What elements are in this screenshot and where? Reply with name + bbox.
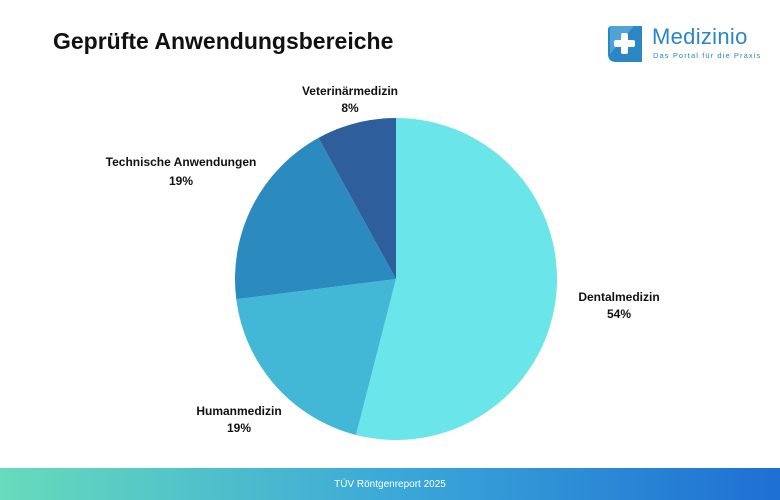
pie-slice-technische-anwendungen <box>234 137 396 300</box>
pie-slice-veterinaermedizin <box>318 118 396 279</box>
medizinio-logo[interactable]: Medizinio Das Portal für die Praxis <box>606 22 766 64</box>
slice-value-technische-anwendungen: 19% <box>168 174 194 188</box>
slice-value-dentalmedizin: 54% <box>606 307 632 321</box>
slice-name-technische-anwendungen: Technische Anwendungen <box>105 155 257 169</box>
slice-label-humanmedizin: Humanmedizin 19% <box>176 403 302 437</box>
source-note: TÜV Röntgenreport 2025 <box>334 478 446 490</box>
chart-title: Geprüfte Anwendungsbereiche <box>53 28 394 54</box>
slice-name-veterinaermedizin: Veterinärmedizin <box>301 84 399 98</box>
slice-label-dentalmedizin: Dentalmedizin 54% <box>556 289 682 323</box>
medical-cross-icon <box>608 26 642 62</box>
slice-label-technische-anwendungen: Technische Anwendungen 19% <box>101 153 261 191</box>
slice-value-veterinaermedizin: 8% <box>341 101 359 115</box>
slice-name-dentalmedizin: Dentalmedizin <box>578 290 660 304</box>
pie-slice-humanmedizin <box>236 279 396 435</box>
logo-tagline: Das Portal für die Praxis <box>653 51 762 60</box>
slice-value-humanmedizin: 19% <box>226 421 252 435</box>
footer-bar: TÜV Röntgenreport 2025 <box>0 468 780 500</box>
pie-slice-dentalmedizin <box>355 118 558 440</box>
slice-name-humanmedizin: Humanmedizin <box>196 404 282 418</box>
logo-name: Medizinio <box>652 24 748 49</box>
slice-label-veterinaermedizin: Veterinärmedizin 8% <box>290 83 410 117</box>
